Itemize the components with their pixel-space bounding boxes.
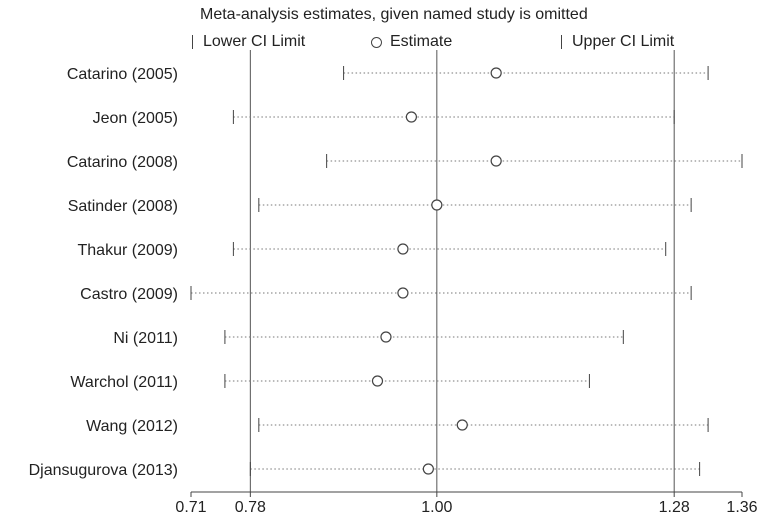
chart-title: Meta-analysis estimates, given named stu… [200, 6, 588, 23]
estimate-point [456, 419, 468, 431]
x-tick-label: 0.71 [175, 499, 206, 516]
study-label: Jeon (2005) [93, 110, 178, 127]
legend-lower-label: Lower CI Limit [203, 33, 306, 50]
estimate-point [405, 111, 417, 123]
study-label: Ni (2011) [113, 330, 178, 347]
legend-lower-ci: Lower CI Limit [192, 33, 305, 51]
upper-ci-tick-icon [561, 35, 562, 49]
estimate-point [490, 67, 502, 79]
study-label: Thakur (2009) [78, 242, 179, 259]
study-label: Djansugurova (2013) [29, 462, 178, 479]
estimate-point [490, 155, 502, 167]
study-label: Satinder (2008) [68, 198, 178, 215]
x-tick-label: 0.78 [235, 499, 266, 516]
study-label: Warchol (2011) [70, 374, 178, 391]
x-tick-label: 1.00 [421, 499, 452, 516]
lower-ci-tick-icon [192, 35, 193, 49]
estimate-point [397, 243, 409, 255]
estimate-point [380, 331, 392, 343]
estimate-circle-icon [371, 36, 382, 48]
estimate-point [422, 463, 434, 475]
x-tick-label: 1.28 [659, 499, 690, 516]
estimate-point [397, 287, 409, 299]
estimate-point [431, 199, 443, 211]
study-label: Castro (2009) [80, 286, 178, 303]
x-tick-label: 1.36 [726, 499, 757, 516]
estimate-point [371, 375, 384, 387]
legend-upper-label: Upper CI Limit [572, 33, 675, 50]
legend-estimate: Estimate [371, 33, 452, 51]
study-label: Catarino (2008) [67, 154, 178, 171]
study-label: Catarino (2005) [67, 66, 178, 83]
legend-estimate-label: Estimate [390, 33, 453, 50]
study-label: Wang (2012) [86, 418, 178, 435]
legend-upper-ci: Upper CI Limit [561, 33, 674, 51]
